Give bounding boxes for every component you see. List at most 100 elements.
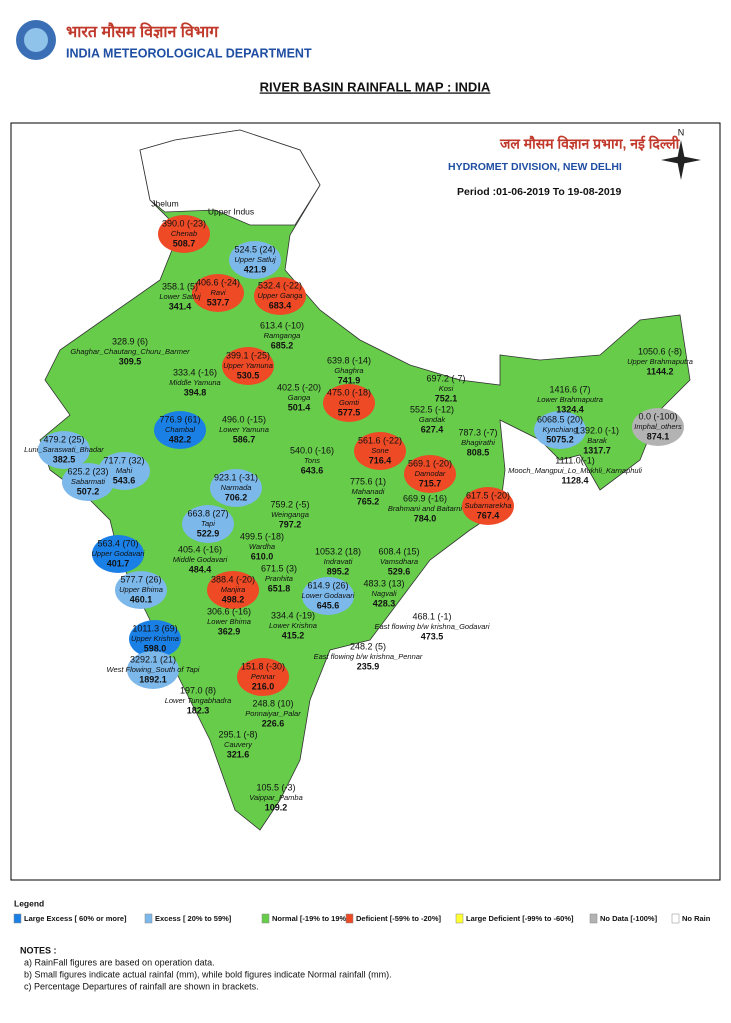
basin-name: Ganga [288,393,311,402]
basin-name: Upper Ganga [257,291,302,300]
basin-actual: 151.8 (-30) [241,661,285,671]
basin-actual: 358.1 (5) [162,281,198,291]
basin-name: Bhagirathi [461,438,495,447]
basin-name: Lower Tungabhadra [165,696,232,705]
basin-name: Upper Godavari [92,549,145,558]
basin-name: Narmada [221,483,252,492]
basin-normal: 1892.1 [139,674,167,684]
basin-name: Ponnaiyar_Palar [245,709,301,718]
basin-actual: 0.0 (-100) [638,411,677,421]
basin-actual: 406.6 (-24) [196,277,240,287]
basin-actual: 334.4 (-19) [271,610,315,620]
basin-actual: 475.0 (-18) [327,387,371,397]
basin-name: East flowing b/w krishna_Pennar [314,652,423,661]
basin-area [323,384,375,422]
basin-actual: 639.8 (-14) [327,355,371,365]
basin-normal: 501.4 [288,402,311,412]
basin-name: Upper Satluj [234,255,276,264]
basin-actual: 402.5 (-20) [277,382,321,392]
basin-actual: 483.3 (13) [363,578,404,588]
legend-label: Deficient [-59% to -20%] [356,914,442,923]
map-frame [10,122,721,881]
basin-normal: 752.1 [435,393,458,403]
basin-actual: 1050.6 (-8) [638,346,682,356]
logo-inner [24,28,48,52]
basin-name: Lower Krishna [269,621,317,630]
basin-normal: 529.6 [388,566,411,576]
basin-normal: 226.6 [262,718,285,728]
basin-normal: 473.5 [421,631,444,641]
basin-normal: 460.1 [130,594,153,604]
basin-actual: 1011.3 (69) [132,623,177,633]
basin-name: Manjira [221,585,246,594]
legend-title: Legend [14,898,44,908]
basin-name: Pranhita [265,574,293,583]
basin-actual: 613.4 (-10) [260,320,304,330]
basin-normal: 537.7 [207,297,230,307]
basin-actual: 1416.6 (7) [549,384,590,394]
basin-actual: 496.0 (-15) [222,414,266,424]
note: c) Percentage Departures of rainfall are… [24,981,259,991]
basin-normal: 484.4 [189,564,212,574]
basin-area [237,658,289,696]
map [38,129,691,831]
basin-actual: 1392.0 (-1) [575,425,619,435]
basin-area [222,347,274,385]
basin-normal: 508.7 [173,238,196,248]
basin-actual: 6068.5 (20) [537,414,583,424]
basin-actual: 717.7 (32) [103,455,144,465]
basin-normal: 382.5 [53,454,76,464]
basin-normal: 1324.4 [556,404,584,414]
basin-normal: 598.0 [144,643,167,653]
legend-label: No Data [-100%] [600,914,658,923]
legend-label: Normal [-19% to 19%] [272,914,349,923]
basin-normal: 586.7 [233,434,256,444]
legend-swatch [261,913,270,924]
header-title-hindi: भारत मौसम विज्ञान विभाग [66,22,219,41]
basin-area [154,411,206,449]
region-label: Jhelum [151,198,178,208]
basin-normal: 765.2 [357,496,380,506]
basin-normal: 235.9 [357,661,380,671]
map-title: RIVER BASIN RAINFALL MAP : INDIA [260,79,491,94]
basin-name: Tapi [201,519,215,528]
basin-actual: 248.2 (5) [350,641,386,651]
basin-actual: 248.8 (10) [252,698,293,708]
basin-normal: 421.9 [244,264,267,274]
basin-actual: 577.7 (26) [120,574,161,584]
legend-swatch [671,913,680,924]
period: Period :01-06-2019 To 19-08-2019 [457,186,622,198]
basin-actual: 787.3 (-7) [458,427,497,437]
basin-name: West Flowing_South of Tapi [107,665,200,674]
basin-name: Upper Krishna [131,634,179,643]
basin-actual: 390.0 (-23) [162,218,206,228]
basin-actual: 524.5 (24) [234,244,275,254]
basin-actual: 663.8 (27) [187,508,228,518]
basin-normal: 5075.2 [546,434,574,444]
basin-name: Tons [304,456,320,465]
basin-actual: 105.5 (-3) [256,782,295,792]
basin-name: Chambal [165,425,195,434]
basin-name: Pennar [251,672,276,681]
basin-normal: 715.7 [419,478,442,488]
legend-label: Large Excess [ 60% or more] [24,914,127,923]
legend-swatch [345,913,354,924]
basin-name: Ramganga [264,331,301,340]
basin-name: Middle Godavari [173,555,228,564]
basin-actual: 3292.1 (21) [130,654,176,664]
basin-name: Chenab [171,229,197,238]
basin-name: Kosi [439,384,454,393]
notes: NOTES : a) RainFall figures are based on … [20,945,392,991]
basin-name: Lower Brahmaputra [537,395,603,404]
basin-name: Sabarmati [71,477,106,486]
basin-normal: 415.2 [282,630,305,640]
basin-normal: 401.7 [107,558,130,568]
basin-actual: 775.6 (1) [350,476,386,486]
basin-name: Nagvali [371,589,396,598]
basin-name: Mahi [116,466,133,475]
basin-normal: 627.4 [421,424,444,434]
legend-label: Excess [ 20% to 59%] [155,914,232,923]
basin-name: Imphal_others [634,422,682,431]
